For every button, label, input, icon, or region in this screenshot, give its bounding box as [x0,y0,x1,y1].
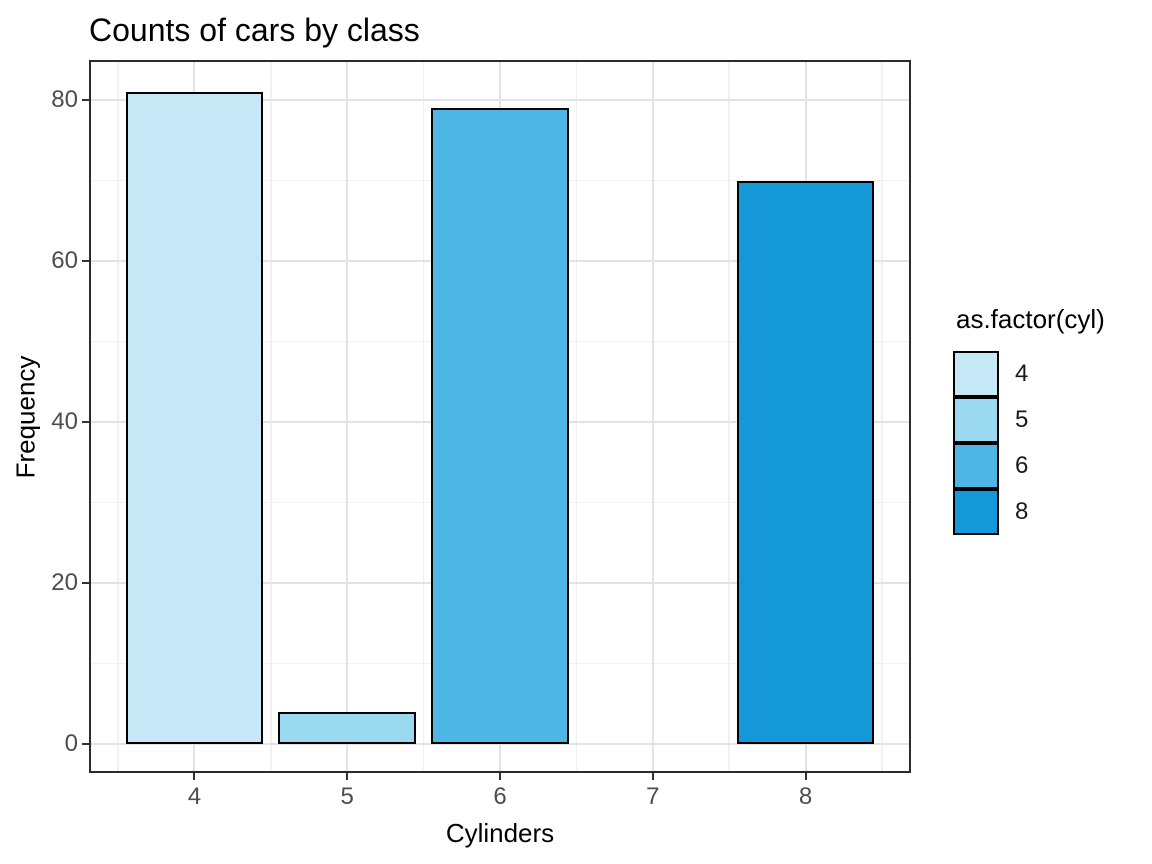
gridline-x-minor [728,60,730,773]
y-tick-label: 0 [64,730,78,758]
y-tick-mark [82,743,89,746]
bar-cyl-6 [431,108,569,745]
gridline-x-major [346,60,349,773]
legend-entry-4: 4 [953,351,1105,397]
legend-label: 8 [1015,498,1029,525]
gridline-x-minor [270,60,272,773]
gridline-x-minor [117,60,119,773]
x-tick-label: 8 [798,783,813,810]
gridline-x-minor [422,60,425,773]
x-tick-label: 7 [646,783,660,810]
gridline-x-minor [881,60,883,773]
legend-label: 5 [1015,406,1029,433]
legend-entry-5: 5 [953,397,1105,443]
legend-title: as.factor(cyl) [956,304,1105,334]
legend-swatch-8 [953,489,999,535]
x-tick-mark [346,773,349,780]
bar-cyl-4 [125,92,264,745]
y-tick-label: 60 [51,247,78,275]
x-tick-label: 6 [493,783,507,810]
x-tick-mark [804,773,807,780]
y-tick-mark [82,260,89,263]
x-tick-label: 5 [340,783,354,810]
y-tick-label: 40 [51,408,78,436]
legend-label: 6 [1015,452,1029,479]
x-tick-mark [499,773,501,780]
gridline-x-minor [575,60,578,773]
legend-swatch-6 [953,443,999,489]
x-axis-title: Cylinders [445,818,555,848]
chart-title: Counts of cars by class [89,12,420,48]
x-tick-label: 4 [187,783,202,810]
y-tick-mark [82,421,89,424]
bar-cyl-8 [736,180,875,745]
legend-keys: 4 5 6 8 [953,351,1105,535]
y-tick-label: 20 [51,569,78,597]
y-tick-mark [82,99,89,102]
legend-label: 4 [1015,360,1029,387]
gridline-x-major [651,60,654,773]
legend-swatch-4 [953,351,999,397]
legend-entry-6: 6 [953,443,1105,489]
legend: as.factor(cyl) 4 5 6 8 [953,304,1105,535]
legend-entry-8: 8 [953,489,1105,535]
legend-swatch-5 [953,397,999,443]
y-tick-mark [82,582,89,585]
bar-cyl-5 [278,711,416,745]
x-tick-mark [193,773,196,780]
x-tick-mark [651,773,654,780]
y-tick-label: 80 [51,86,78,114]
